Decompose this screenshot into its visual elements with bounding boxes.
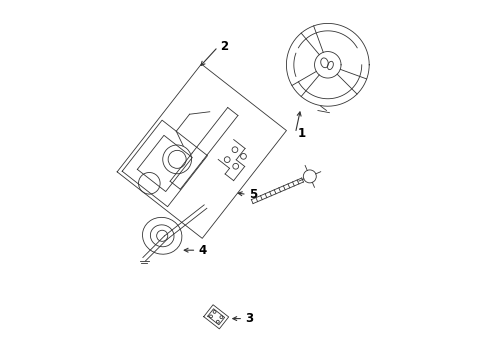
- Text: 5: 5: [248, 188, 257, 201]
- Text: 4: 4: [198, 244, 206, 257]
- Text: 2: 2: [220, 40, 228, 53]
- Text: 1: 1: [297, 127, 305, 140]
- Text: 3: 3: [245, 312, 253, 325]
